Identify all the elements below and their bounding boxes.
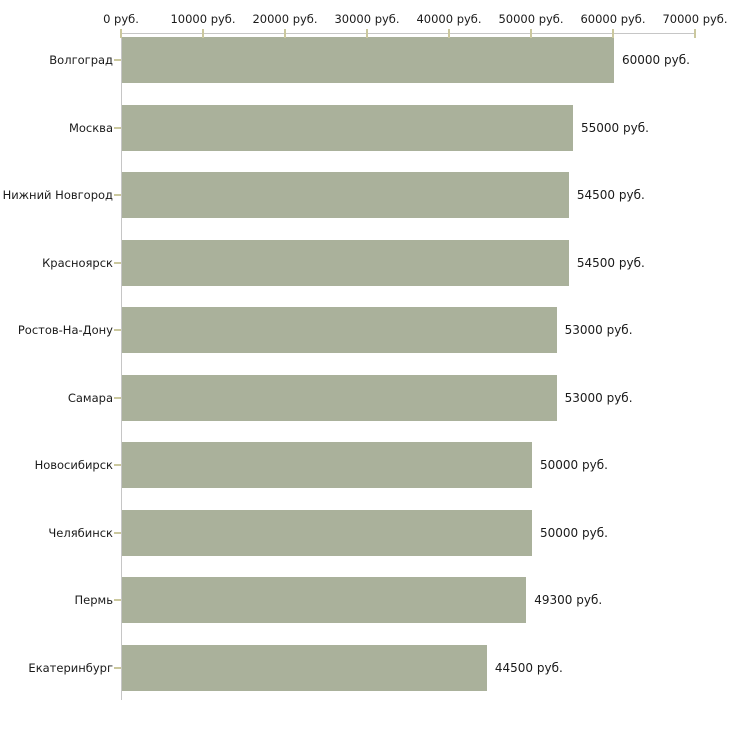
x-axis-tick-label: 20000 руб. — [252, 12, 318, 26]
bar — [122, 172, 569, 218]
category-label: Москва — [68, 120, 113, 135]
y-axis-tick-mark — [114, 126, 121, 129]
category-label: Екатеринбург — [28, 660, 113, 675]
bar — [122, 509, 532, 556]
value-label: 60000 руб. — [622, 53, 690, 67]
chart-row: Красноярск 54500 руб. — [0, 236, 730, 304]
value-label: 49300 руб. — [534, 593, 603, 607]
y-axis-tick-mark — [114, 666, 121, 669]
category-label: Пермь — [74, 593, 113, 607]
bar — [122, 104, 573, 151]
category-label: Волгоград — [49, 53, 113, 67]
x-axis-tick-mark — [612, 29, 614, 38]
category-label: Новосибирск — [34, 458, 113, 472]
bar — [122, 239, 569, 286]
x-axis-tick-label: 40000 руб. — [416, 12, 482, 26]
x-axis-tick-mark — [120, 29, 122, 38]
x-axis-tick-label: 60000 руб. — [580, 12, 646, 26]
y-axis-line — [121, 33, 122, 700]
bar — [122, 644, 487, 691]
x-axis-tick-mark — [530, 29, 532, 38]
category-label: Красноярск — [42, 255, 113, 270]
x-axis-tick-mark — [202, 29, 204, 38]
bar — [122, 37, 614, 83]
chart-row: Челябинск 50000 руб. — [0, 506, 730, 574]
chart-row: Екатеринбург 44500 руб. — [0, 641, 730, 709]
value-label: 50000 руб. — [540, 525, 608, 540]
x-axis-tick-label: 10000 руб. — [170, 12, 236, 26]
x-axis-tick-label: 0 руб. — [103, 12, 139, 26]
chart-row: Новосибирск 50000 руб. — [0, 438, 730, 506]
x-axis-tick-label: 30000 руб. — [334, 12, 400, 26]
x-axis-line — [121, 33, 696, 34]
bar — [122, 442, 532, 488]
y-axis-tick-mark — [114, 194, 121, 196]
bar — [122, 307, 557, 353]
value-label: 50000 руб. — [540, 458, 608, 472]
x-axis-tick-mark — [284, 29, 286, 38]
y-axis-tick-mark — [114, 59, 121, 61]
bar — [122, 577, 527, 623]
chart-row: Пермь 49300 руб. — [0, 573, 730, 641]
category-label: Челябинск — [48, 525, 113, 540]
y-axis-tick-mark — [114, 464, 121, 466]
value-label: 53000 руб. — [564, 390, 633, 405]
chart-row: Нижний Новгород 54500 руб. — [0, 168, 730, 236]
category-label: Нижний Новгород — [2, 188, 113, 202]
y-axis-tick-mark — [114, 329, 121, 331]
value-label: 54500 руб. — [576, 188, 645, 202]
bar — [122, 374, 557, 421]
y-axis-tick-mark — [114, 531, 121, 534]
value-label: 44500 руб. — [494, 660, 563, 675]
category-label: Ростов-На-Дону — [17, 323, 113, 337]
x-axis-tick-mark — [448, 29, 450, 38]
chart-row: Самара 53000 руб. — [0, 371, 730, 439]
category-label: Самара — [67, 390, 113, 405]
chart-row: Волгоград 60000 руб. — [0, 33, 730, 101]
y-axis-tick-mark — [114, 599, 121, 601]
value-label: 55000 руб. — [581, 120, 649, 135]
value-label: 54500 руб. — [576, 255, 645, 270]
x-axis-tick-mark — [694, 29, 696, 38]
plot-area: Волгоград 60000 руб. Москва 55000 руб. Нижни… — [0, 33, 730, 708]
chart-row: Ростов-На-Дону 53000 руб. — [0, 303, 730, 371]
x-axis-tick-mark — [366, 29, 368, 38]
y-axis-tick-mark — [114, 261, 121, 264]
value-label: 53000 руб. — [564, 323, 633, 337]
x-axis-tick-label: 50000 руб. — [498, 12, 564, 26]
y-axis-tick-mark — [114, 396, 121, 399]
chart-row: Москва 55000 руб. — [0, 101, 730, 169]
x-axis: 0 руб. 10000 руб. 20000 руб. 30000 руб. 4000… — [103, 0, 728, 38]
x-axis-tick-label: 70000 руб. — [662, 12, 728, 26]
